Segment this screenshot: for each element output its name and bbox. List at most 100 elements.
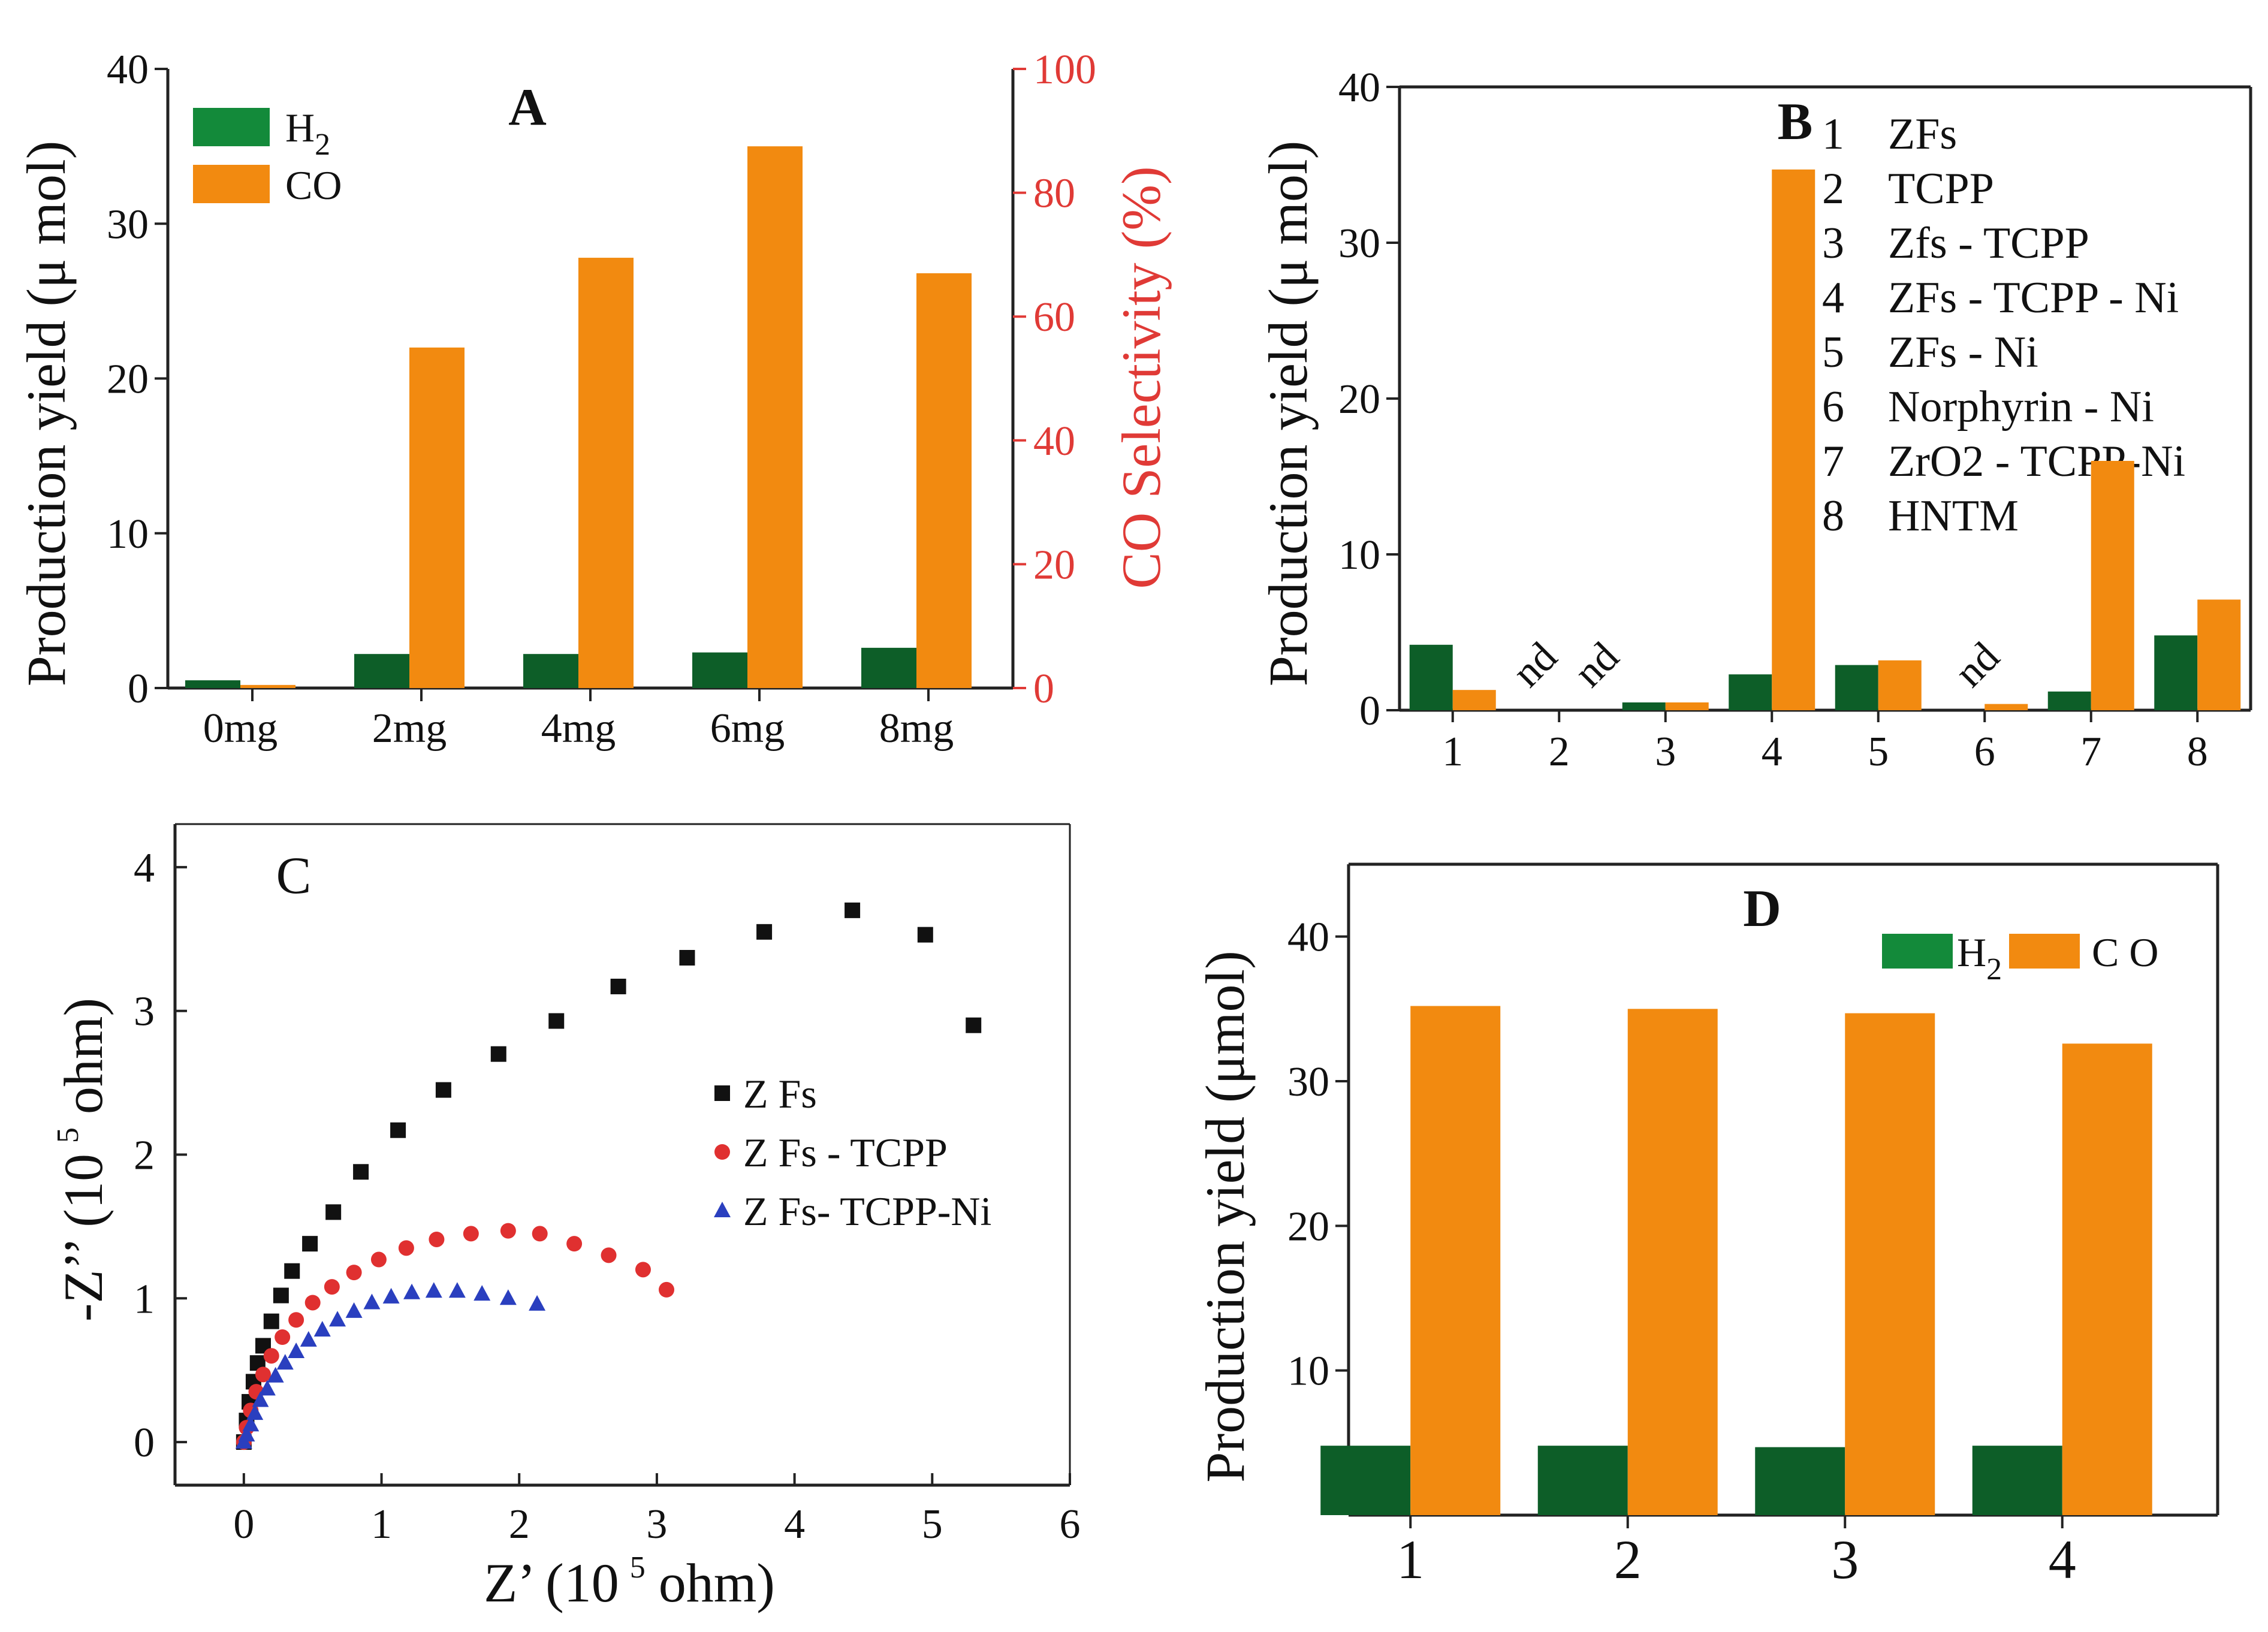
panel-c-point-tcpp_ni [288, 1343, 305, 1359]
panel-d-legend-h2-label: H2 [1957, 930, 2002, 987]
panel-c-point-zfs [610, 978, 626, 994]
panel-c-point-tcpp [398, 1240, 414, 1256]
panel-a-legend-h2-sub: 2 [315, 128, 330, 162]
panel-d-x-tick-label: 3 [1831, 1529, 1859, 1590]
panel-c-point-tcpp_ni [529, 1295, 546, 1311]
panel-b-bar-co [1984, 704, 2028, 710]
panel-c-x-tick-label: 2 [509, 1501, 530, 1547]
panel-a-x-tick-label: 0mg [203, 705, 278, 752]
panel-c-point-tcpp_ni [345, 1302, 363, 1318]
panel-c-point-tcpp [463, 1226, 479, 1242]
panel-a-x-tick-label: 4mg [541, 705, 616, 752]
panel-d: D Production yield (μmol) H2 C O 1020304… [1195, 862, 2219, 1590]
panel-c-point-zfs [325, 1204, 342, 1220]
panel-c-legend-label: Z Fs - TCPP [743, 1130, 948, 1175]
panel-d-marks: 10 20 30 40 1 2 3 4 [1287, 862, 2219, 1590]
panel-c-point-zfs [756, 924, 773, 940]
panel-d-bar-h2 [1755, 1447, 1845, 1515]
panel-d-label: D [1743, 880, 1781, 938]
panel-a-bar-co [409, 347, 465, 688]
panel-c-point-tcpp_ni [448, 1282, 466, 1298]
panel-b-legend-number: 8 [1822, 491, 1844, 541]
panel-c-point-tcpp_ni [267, 1366, 284, 1383]
panel-c-point-tcpp_ni [403, 1283, 421, 1299]
panel-b: Production yield (μ mol) B 1 ZFs 2 TCPP 3 Zfs… [1257, 65, 2252, 775]
panel-b-y-axis-title: Production yield (μ mol) [1257, 141, 1319, 686]
panel-c-point-tcpp [263, 1348, 279, 1364]
panel-b-bar-co [2091, 461, 2134, 710]
panel-a-y2-tick-label: 100 [1033, 47, 1096, 93]
panel-b-bar-h2 [1729, 674, 1772, 710]
panel-b-nd-annotation: nd [1566, 634, 1628, 696]
panel-a-legend-h2-name: H [285, 105, 315, 150]
panel-b-legend-number: 4 [1822, 273, 1844, 322]
panel-b-legend-name: ZFs - TCPP - Ni [1888, 273, 2179, 322]
panel-c-point-tcpp_ni [300, 1331, 317, 1347]
panel-c-y-axis-text: -Z’’ (10 [53, 1154, 114, 1322]
panel-b-bar-co [1665, 702, 1709, 710]
panel-a-x-tick-label: 8mg [879, 705, 954, 752]
panel-b-x-tick-label: 1 [1442, 729, 1463, 775]
panel-c-point-zfs [263, 1313, 279, 1329]
panel-a-label: A [508, 79, 547, 137]
panel-a-y-tick-label: 20 [107, 357, 149, 403]
panel-c-point-tcpp_ni [363, 1293, 381, 1310]
panel-a-y2-tick-label: 20 [1033, 542, 1075, 588]
panel-c-y-tick-label: 3 [134, 989, 155, 1035]
panel-a-bar-h2 [185, 680, 240, 688]
panel-a-legend-co-label: CO [285, 162, 342, 208]
panel-b-y-tick-label: 30 [1338, 221, 1380, 267]
panel-b-bar-h2 [2047, 691, 2091, 710]
panel-c-point-tcpp_ni [258, 1380, 276, 1396]
panel-b-legend-name: ZFs - Ni [1888, 328, 2038, 377]
panel-b-legend: 1 ZFs 2 TCPP 3 Zfs - TCPP 4 ZFs - TCPP - Ni 5 ZFs… [1822, 110, 2185, 541]
panel-a-legend-co-swatch [193, 165, 270, 203]
panel-b-legend-name: HNTM [1888, 491, 2019, 541]
panel-c-x-axis-unit: ohm) [659, 1552, 775, 1613]
panel-c-point-tcpp [635, 1262, 651, 1278]
panel-c-point-tcpp_ni [425, 1282, 442, 1298]
panel-c-point-tcpp_ni [242, 1416, 260, 1432]
panel-a-marks: 0 10 20 30 40 0 20 40 60 80 100 0mg 2mg 4mg 6mg 8mg [107, 47, 1096, 752]
panel-c-point-tcpp [304, 1295, 321, 1311]
panel-c-x-axis-sup: 5 [630, 1550, 646, 1585]
panel-c-point-tcpp [566, 1236, 583, 1252]
panel-b-x-tick-label: 6 [1974, 729, 1995, 775]
panel-c-point-tcpp_ni [473, 1285, 491, 1301]
panel-d-x-tick-label: 2 [1614, 1529, 1642, 1590]
panel-a-bar-h2 [861, 647, 916, 688]
panel-d-y-tick-label: 20 [1287, 1203, 1329, 1250]
panel-c-point-tcpp [255, 1366, 272, 1383]
panel-c-point-zfs [679, 949, 695, 966]
panel-c-point-tcpp [659, 1281, 675, 1298]
panel-b-bar-co [2197, 599, 2241, 710]
panel-c-point-zfs [966, 1017, 982, 1033]
panel-d-legend-co-label: C O [2092, 930, 2158, 975]
panel-c-y-axis-title: -Z’’ (10 5 ohm) [51, 998, 114, 1322]
panel-a-bar-h2 [523, 654, 578, 688]
panel-b-legend-number: 5 [1822, 328, 1844, 377]
panel-d-y-tick-label: 30 [1287, 1059, 1329, 1105]
panel-b-x-tick-label: 5 [1868, 729, 1889, 775]
panel-b-legend-number: 2 [1822, 164, 1844, 213]
panel-c-point-zfs [917, 927, 933, 943]
panel-c-point-tcpp [324, 1279, 340, 1295]
panel-a-bar-h2 [354, 654, 409, 688]
panel-a-y2-tick-label: 80 [1033, 171, 1075, 217]
panel-c-label: C [276, 847, 312, 905]
panel-c-point-zfs [284, 1263, 300, 1279]
panel-a-bar-co [747, 146, 803, 688]
panel-a-x-tick-label: 2mg [372, 705, 447, 752]
panel-d-y-tick-label: 10 [1287, 1349, 1329, 1395]
panel-a-x-tick-label: 6mg [710, 705, 785, 752]
panel-b-legend-name: Zfs - TCPP [1888, 219, 2089, 268]
panel-c-point-tcpp [346, 1265, 362, 1281]
panel-c-x-tick-label: 1 [371, 1501, 392, 1547]
panel-d-legend-h2-swatch [1882, 934, 1953, 969]
panel-a-y2-tick-label: 60 [1033, 294, 1075, 340]
panel-c-legend: Z Fs Z Fs - TCPP Z Fs- TCPP-Ni [714, 1071, 991, 1234]
panel-a-bar-co [916, 273, 972, 688]
panel-c-point-zfs [845, 902, 861, 918]
panel-d-bar-co [2062, 1043, 2152, 1515]
